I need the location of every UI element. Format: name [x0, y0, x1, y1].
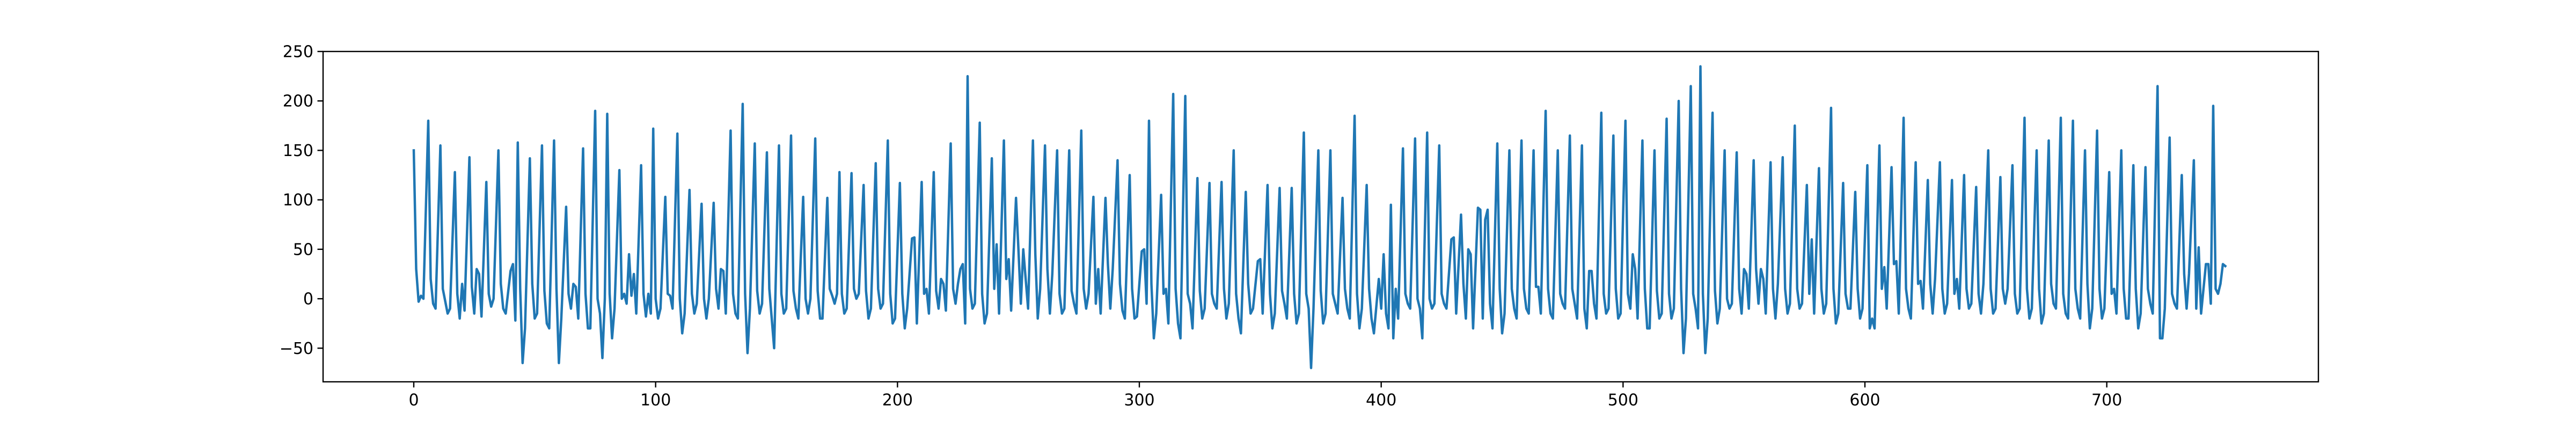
y-tick-label-50: 50: [293, 240, 313, 259]
y-tick-label-250: 250: [283, 43, 313, 62]
y-tick-label-100: 100: [283, 191, 313, 210]
x-tick-label-300: 300: [1124, 391, 1154, 410]
x-tick-label-200: 200: [882, 391, 913, 410]
plot-area: 0 100 200 300 400 500 600 700 −50 0 50 100 150 200 250: [280, 43, 2319, 410]
axes-frame: [322, 50, 2319, 383]
x-tick-label-0: 0: [408, 391, 419, 410]
x-tick-label-500: 500: [1608, 391, 1638, 410]
y-tick-label-0: 0: [303, 290, 313, 309]
series-line-0: [412, 65, 2227, 369]
y-tick-label-150: 150: [283, 142, 313, 160]
x-tick-label-700: 700: [2091, 391, 2122, 410]
x-tick-label-400: 400: [1366, 391, 1396, 410]
x-tick-label-100: 100: [640, 391, 671, 410]
x-tick-label-600: 600: [1849, 391, 1880, 410]
y-tick-label-200: 200: [283, 92, 313, 111]
y-tick-label--50: −50: [280, 339, 313, 358]
